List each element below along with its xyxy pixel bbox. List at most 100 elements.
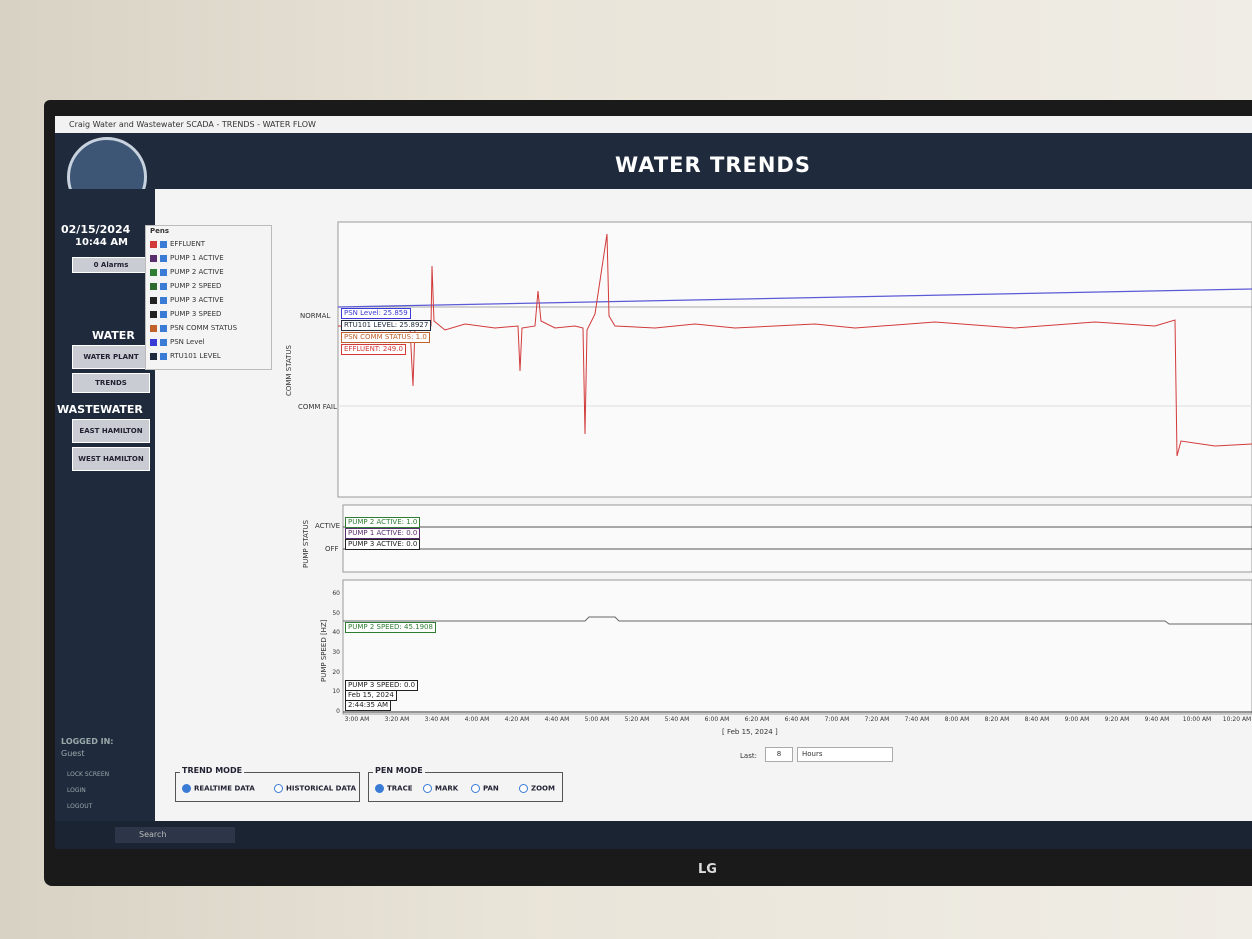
pens-title: Pens [150,227,170,235]
pen-mode: PEN MODE TRACE MARK PAN ZOOM [368,766,563,802]
x-tick-label: 9:20 AM [1104,716,1130,723]
radio-label: PAN [483,784,499,793]
value-box: EFFLUENT: 249.0 [341,344,406,355]
x-tick-label: 10:00 AM [1182,716,1212,723]
pen-swatch [150,338,157,346]
logout[interactable]: LOGOUT [67,803,93,810]
pen-item[interactable]: PUMP 3 SPEED [150,309,221,320]
trend-chart [337,221,1252,715]
nav-button[interactable]: WEST HAMILTON [72,447,150,471]
monitor-brand: LG [698,862,717,877]
y-tick-label: 40 [332,629,340,637]
x-tick-label: 8:20 AM [984,716,1010,723]
plot-area [337,221,1252,498]
pen-checkbox[interactable] [160,352,167,360]
value-box: PSN COMM STATUS: 1.0 [341,332,430,343]
radio-dot [375,784,384,793]
value-box: PSN Level: 25.859 [341,308,411,319]
x-tick-label: 6:20 AM [744,716,770,723]
taskbar: Search [55,821,1252,849]
x-tick-label: 7:00 AM [824,716,850,723]
pen-item[interactable]: PUMP 3 ACTIVE [150,295,224,306]
login[interactable]: LOGIN [67,787,86,794]
radio[interactable]: HISTORICAL DATA [274,784,356,793]
value-box: PUMP 2 ACTIVE: 1.0 [345,517,421,528]
y-tick-label: 20 [332,668,340,676]
pen-swatch [150,254,157,262]
y-tick-label: 10 [332,688,340,696]
pen-checkbox[interactable] [160,254,167,262]
pen-checkbox[interactable] [160,296,167,304]
value-box: RTU101 LEVEL: 25.8927 [341,320,432,331]
pen-swatch [150,324,157,332]
pen-name: PUMP 3 ACTIVE [170,296,224,304]
pen-name: PSN COMM STATUS [170,324,238,332]
x-tick-label: 9:00 AM [1064,716,1090,723]
pen-item[interactable]: PUMP 2 SPEED [150,281,221,292]
pen-checkbox[interactable] [160,338,167,346]
section-label: WASTEWATER [57,403,143,416]
radio-label: MARK [435,784,459,793]
x-tick-label: 5:00 AM [584,716,610,723]
range-unit[interactable]: Hours [797,747,893,762]
pen-name: PUMP 2 SPEED [170,282,222,290]
pump-speed-trace [343,616,1252,625]
pen-item[interactable]: PUMP 2 ACTIVE [150,267,224,278]
x-tick-label: 8:40 AM [1024,716,1050,723]
x-tick-label: 7:20 AM [864,716,890,723]
axis-tick: ACTIVE [315,522,341,530]
date: 02/15/2024 [61,223,131,236]
x-tick-label: 3:00 AM [344,716,370,723]
y-tick-label: 50 [332,609,340,617]
nav-button[interactable]: TRENDS [72,373,150,393]
pen-checkbox[interactable] [160,268,167,276]
radio-label: ZOOM [531,784,555,793]
pen-checkbox[interactable] [160,310,167,318]
pen-item[interactable]: PSN Level [150,337,205,348]
radio[interactable]: ZOOM [519,784,555,793]
section-label: WATER [92,329,135,342]
pen-item[interactable]: PUMP 1 ACTIVE [150,253,224,264]
value-box: PUMP 3 ACTIVE: 0.0 [345,539,421,550]
radio-dot [519,784,528,793]
trend-mode: TREND MODE REALTIME DATA HISTORICAL DATA [175,766,360,802]
pen-checkbox[interactable] [160,240,167,248]
radio[interactable]: MARK [423,784,458,793]
radio[interactable]: PAN [471,784,499,793]
group-title: PEN MODE [373,766,425,775]
pen-name: PSN Level [170,338,205,346]
pen-item[interactable]: EFFLUENT [150,239,205,250]
user: Guest [61,749,85,758]
pen-checkbox[interactable] [160,282,167,290]
value-box: 2:44:35 AM [345,700,392,711]
x-tick-label: 4:40 AM [544,716,570,723]
x-tick-label: 6:00 AM [704,716,730,723]
range-amount[interactable]: 8 [765,747,793,762]
alarms-button[interactable]: 0 Alarms [72,257,150,273]
value-box: PUMP 2 SPEED: 45.1908 [345,622,436,633]
pen-item[interactable]: RTU101 LEVEL [150,351,221,362]
search-box[interactable]: Search [115,827,235,843]
pen-checkbox[interactable] [160,324,167,332]
plot-area [342,504,1252,573]
x-tick-label: 4:00 AM [464,716,490,723]
x-tick-label: 5:20 AM [624,716,650,723]
pen-swatch [150,268,157,276]
date-label: [ Feb 15, 2024 ] [722,728,778,736]
nav-button[interactable]: EAST HAMILTON [72,419,150,443]
pen-item[interactable]: PSN COMM STATUS [150,323,237,334]
screen: Craig Water and Wastewater SCADA - TREND… [55,116,1252,849]
radio-label: HISTORICAL DATA [286,784,357,793]
psn-level-trace [337,288,1252,308]
radio[interactable]: TRACE [375,784,413,793]
effluent-trace [337,233,1252,457]
lock-screen[interactable]: LOCK SCREEN [67,771,110,778]
range-label: Last: [740,752,757,760]
sidebar: 02/15/2024 10:44 AM 0 Alarms WATER WATER… [55,189,155,824]
radio[interactable]: REALTIME DATA [182,784,255,793]
y-tick-label: 30 [332,649,340,656]
pen-name: PUMP 3 SPEED [170,310,222,318]
y-tick-label: 60 [332,590,340,597]
y-tick-label: 0 [336,708,340,715]
